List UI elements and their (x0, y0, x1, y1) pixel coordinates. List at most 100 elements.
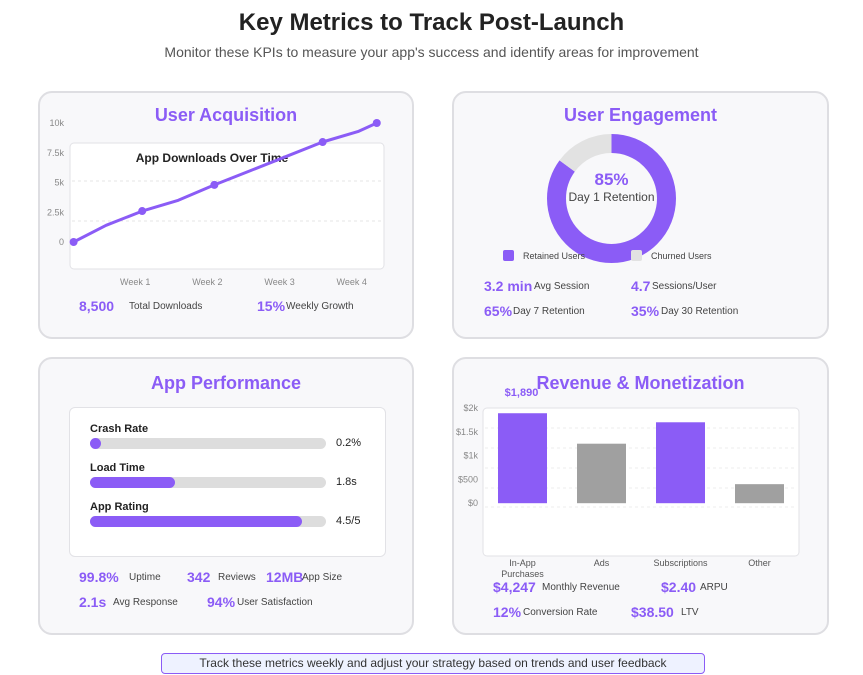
donut-center-label: Day 1 Retention (568, 190, 655, 204)
stat-value: 2.1s (79, 594, 107, 610)
downloads-line-chart: 0 2.5k 5k 7.5k 10k Week 1 Week 2 Week 3 Week 4 Ap… (47, 118, 385, 287)
metric-name: Crash Rate (90, 423, 149, 435)
x-tick-label-line: Other (748, 558, 771, 568)
data-point (210, 180, 219, 189)
footer-banner: Track these metrics weekly and adjust yo… (161, 653, 705, 674)
metric-value: 0.2% (336, 437, 362, 449)
x-tick-label: Week 3 (264, 277, 294, 287)
stat-label: Avg Response (113, 597, 178, 608)
x-tick-label: Other (748, 558, 771, 568)
stat-label: Reviews (218, 572, 256, 583)
stat-label: ARPU (700, 582, 728, 593)
y-tick-label: $1.5k (456, 427, 479, 437)
load-time-track (90, 477, 326, 488)
x-tick-label: Week 2 (192, 277, 222, 287)
stat-value: $2.40 (661, 579, 697, 595)
legend-label: Churned Users (651, 251, 712, 261)
y-tick-label: $0 (468, 498, 478, 508)
data-point (69, 238, 78, 246)
metric-name: App Rating (90, 501, 149, 513)
load-time-fill (90, 477, 175, 488)
stat-value: 94% (207, 594, 236, 610)
card-title: App Performance (150, 373, 302, 393)
stat-value: 12MB (266, 569, 304, 585)
stat-label: App Size (302, 572, 343, 583)
performance-panel: Crash Rate 0.2% Load Time 1.8s App Ratin… (69, 407, 386, 557)
data-point (372, 119, 381, 127)
y-tick-label: $500 (458, 474, 478, 484)
x-tick-label-line: Purchases (501, 569, 544, 579)
stat-label: Total Downloads (129, 301, 203, 312)
x-tick-label: Week 1 (120, 277, 150, 287)
retention-donut-chart (547, 134, 676, 263)
stat-value: 99.8% (79, 569, 119, 585)
stat-value: 342 (187, 569, 211, 585)
plot-area (69, 142, 385, 270)
y-tick-label: 5k (54, 178, 64, 188)
stat-value: 8,500 (79, 298, 115, 314)
stat-label: Uptime (129, 572, 161, 583)
legend-swatch-churned (631, 250, 642, 261)
stat-label: User Satisfaction (237, 597, 313, 608)
stat-value: 15% (257, 298, 286, 314)
chart-title: App Downloads Over Time (136, 151, 289, 165)
stat-label: Avg Session (534, 281, 590, 292)
y-tick-label: $2k (463, 403, 478, 413)
app-performance-card: App Performance Crash Rate 0.2% Load Tim… (38, 357, 414, 635)
bar-data-label: $1,890 (505, 387, 539, 399)
crash-rate-fill (90, 438, 102, 449)
stat-value: 12% (493, 604, 522, 620)
stat-label: Monthly Revenue (542, 582, 620, 593)
revenue-bar (656, 422, 705, 504)
metric-value: 1.8s (336, 476, 357, 488)
x-tick-label: Subscriptions (653, 558, 708, 568)
y-tick-label: 2.5k (47, 207, 65, 217)
user-acquisition-card: User Acquisition 0 2.5k 5k 7.5k 10k Week 1 Wee… (38, 91, 414, 339)
x-tick-label: Week 4 (337, 277, 367, 287)
data-point (318, 138, 327, 147)
x-tick-label: Ads (594, 558, 610, 568)
downloads-series-line (72, 121, 379, 244)
card-title: User Engagement (563, 105, 718, 125)
stat-label: Conversion Rate (523, 607, 598, 618)
data-point (138, 207, 147, 216)
x-tick-label-line: Ads (594, 558, 610, 568)
card-title: User Acquisition (154, 105, 298, 125)
legend-swatch-retained (503, 250, 514, 261)
y-tick-label: 0 (59, 237, 64, 247)
app-rating-track (90, 516, 326, 527)
legend-label: Retained Users (523, 251, 586, 261)
page-title: Key Metrics to Track Post-Launch (238, 9, 625, 36)
stat-label: LTV (681, 607, 699, 618)
stat-label: Sessions/User (652, 281, 717, 292)
stat-value: 4.7 (631, 278, 651, 294)
metric-value: 4.5/5 (336, 515, 361, 527)
stat-label: Day 7 Retention (513, 306, 585, 317)
revenue-bar (577, 443, 626, 504)
revenue-monetization-card: Revenue & Monetization $0 $500 $1k $1.5k $2k… (452, 357, 829, 635)
stat-label: Day 30 Retention (661, 306, 739, 317)
revenue-bar (735, 484, 784, 504)
revenue-bar-chart: $0 $500 $1k $1.5k $2k $1,890 In-App Purchases Ad… (456, 387, 800, 579)
x-tick-label-line: In-App (509, 558, 536, 568)
x-tick-label-line: Subscriptions (653, 558, 708, 568)
x-tick-label: In-App Purchases (501, 558, 544, 579)
metric-name: Load Time (90, 462, 145, 474)
stat-value: $4,247 (493, 579, 536, 595)
app-rating-fill (90, 516, 303, 527)
stat-value: $38.50 (631, 604, 674, 620)
stat-value: 35% (631, 303, 660, 319)
y-tick-label: 10k (49, 118, 64, 128)
crash-rate-track (90, 438, 326, 449)
stat-value: 3.2 min (484, 278, 533, 294)
y-tick-label: $1k (463, 451, 478, 461)
revenue-bar (498, 413, 547, 504)
stat-value: 65% (484, 303, 513, 319)
card-title: Revenue & Monetization (536, 373, 745, 393)
page-subtitle: Monitor these KPIs to measure your app's… (164, 44, 699, 60)
plot-area (482, 407, 800, 557)
donut-center-value: 85% (594, 170, 629, 189)
user-engagement-card: User Engagement 85% Day 1 Retention Reta… (452, 91, 829, 339)
donut-slice (547, 134, 676, 263)
stat-label: Weekly Growth (286, 301, 354, 312)
